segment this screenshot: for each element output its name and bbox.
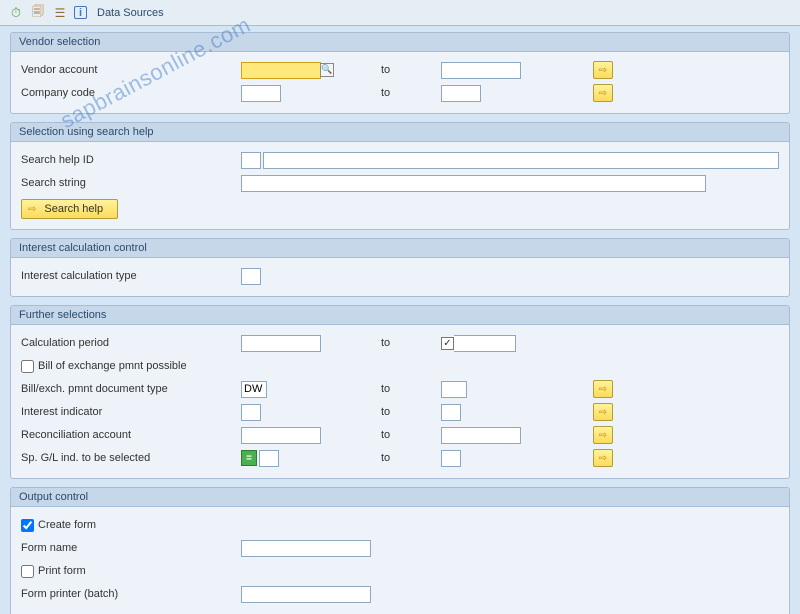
bill-exchange-possible-checkbox[interactable] xyxy=(21,360,34,373)
arrow-right-icon: ⇨ xyxy=(28,204,36,215)
multi-select-button[interactable]: ⇨ xyxy=(593,449,613,467)
label-form-printer: Form printer (batch) xyxy=(21,588,241,600)
to-label-reconciliation: to xyxy=(381,429,441,441)
bill-doc-type-from[interactable] xyxy=(241,381,267,398)
multi-select-button[interactable]: ⇨ xyxy=(593,403,613,421)
vendor-account-to[interactable] xyxy=(441,62,521,79)
arrow-right-icon: ⇨ xyxy=(599,384,607,395)
label-search-help-id: Search help ID xyxy=(21,154,241,166)
tree-icon[interactable]: ☰ xyxy=(52,5,68,21)
label-bill-doc-type: Bill/exch. pmnt document type xyxy=(21,383,241,395)
reconciliation-from[interactable] xyxy=(241,427,321,444)
label-form-name: Form name xyxy=(21,542,241,554)
multi-select-button[interactable]: ⇨ xyxy=(593,426,613,444)
group-vendor-selection: Vendor selection Vendor account 🔍 to ⇨ C… xyxy=(10,32,790,114)
calc-period-to-checkbox[interactable]: ✓ xyxy=(441,337,454,350)
search-help-button[interactable]: ⇨ Search help xyxy=(21,199,118,219)
sp-gl-to[interactable] xyxy=(441,450,461,467)
f4-help-icon[interactable]: 🔍 xyxy=(320,63,334,77)
label-calc-period: Calculation period xyxy=(21,337,241,349)
multi-select-button[interactable]: ⇨ xyxy=(593,84,613,102)
variant-icon[interactable]: 🗐 xyxy=(30,5,46,21)
label-sp-gl: Sp. G/L ind. to be selected xyxy=(21,452,241,464)
bill-doc-type-to[interactable] xyxy=(441,381,467,398)
interest-indicator-from[interactable] xyxy=(241,404,261,421)
company-code-to[interactable] xyxy=(441,85,481,102)
label-create-form: Create form xyxy=(38,519,96,531)
label-reconciliation: Reconciliation account xyxy=(21,429,241,441)
print-form-checkbox[interactable] xyxy=(21,565,34,578)
arrow-right-icon: ⇨ xyxy=(599,453,607,464)
group-search-help: Selection using search help Search help … xyxy=(10,122,790,230)
arrow-right-icon: ⇨ xyxy=(599,430,607,441)
search-help-id-short[interactable] xyxy=(241,152,261,169)
search-string-input[interactable] xyxy=(241,175,706,192)
label-vendor-account: Vendor account xyxy=(21,64,241,76)
sp-gl-from[interactable] xyxy=(259,450,279,467)
multi-select-button[interactable]: ⇨ xyxy=(593,380,613,398)
execute-icon[interactable]: ⏱ xyxy=(8,5,24,21)
label-bill-exchange-possible: Bill of exchange pmnt possible xyxy=(38,360,187,372)
arrow-right-icon: ⇨ xyxy=(599,65,607,76)
arrow-right-icon: ⇨ xyxy=(599,88,607,99)
search-help-id-long[interactable] xyxy=(263,152,779,169)
group-title-search-help: Selection using search help xyxy=(11,123,789,142)
equals-indicator-icon[interactable]: = xyxy=(241,450,257,466)
label-calc-type: Interest calculation type xyxy=(21,270,241,282)
to-label-sp-gl: to xyxy=(381,452,441,464)
group-further-selections: Further selections Calculation period to… xyxy=(10,305,790,479)
to-label-company: to xyxy=(381,87,441,99)
group-title-output: Output control xyxy=(11,488,789,507)
label-interest-indicator: Interest indicator xyxy=(21,406,241,418)
to-label-interest-indicator: to xyxy=(381,406,441,418)
group-title-further: Further selections xyxy=(11,306,789,325)
label-search-string: Search string xyxy=(21,177,241,189)
calc-period-to[interactable] xyxy=(454,335,516,352)
toolbar: ⏱ 🗐 ☰ i Data Sources xyxy=(0,0,800,26)
to-label-vendor: to xyxy=(381,64,441,76)
group-interest-control: Interest calculation control Interest ca… xyxy=(10,238,790,297)
interest-indicator-to[interactable] xyxy=(441,404,461,421)
multi-select-button[interactable]: ⇨ xyxy=(593,61,613,79)
group-title-vendor: Vendor selection xyxy=(11,33,789,52)
company-code-from[interactable] xyxy=(241,85,281,102)
group-title-interest-control: Interest calculation control xyxy=(11,239,789,258)
vendor-account-from[interactable] xyxy=(241,62,321,79)
to-label-bill-doc-type: to xyxy=(381,383,441,395)
to-label-calc-period: to xyxy=(381,337,441,349)
data-sources-label[interactable]: Data Sources xyxy=(97,7,164,19)
arrow-right-icon: ⇨ xyxy=(599,407,607,418)
calc-type-input[interactable] xyxy=(241,268,261,285)
calc-period-from[interactable] xyxy=(241,335,321,352)
info-icon[interactable]: i xyxy=(74,6,87,19)
label-print-form: Print form xyxy=(38,565,86,577)
label-company-code: Company code xyxy=(21,87,241,99)
form-name-input[interactable] xyxy=(241,540,371,557)
search-help-button-label: Search help xyxy=(44,203,103,215)
group-output-control: Output control Create form Form name Pri… xyxy=(10,487,790,614)
reconciliation-to[interactable] xyxy=(441,427,521,444)
create-form-checkbox[interactable] xyxy=(21,519,34,532)
